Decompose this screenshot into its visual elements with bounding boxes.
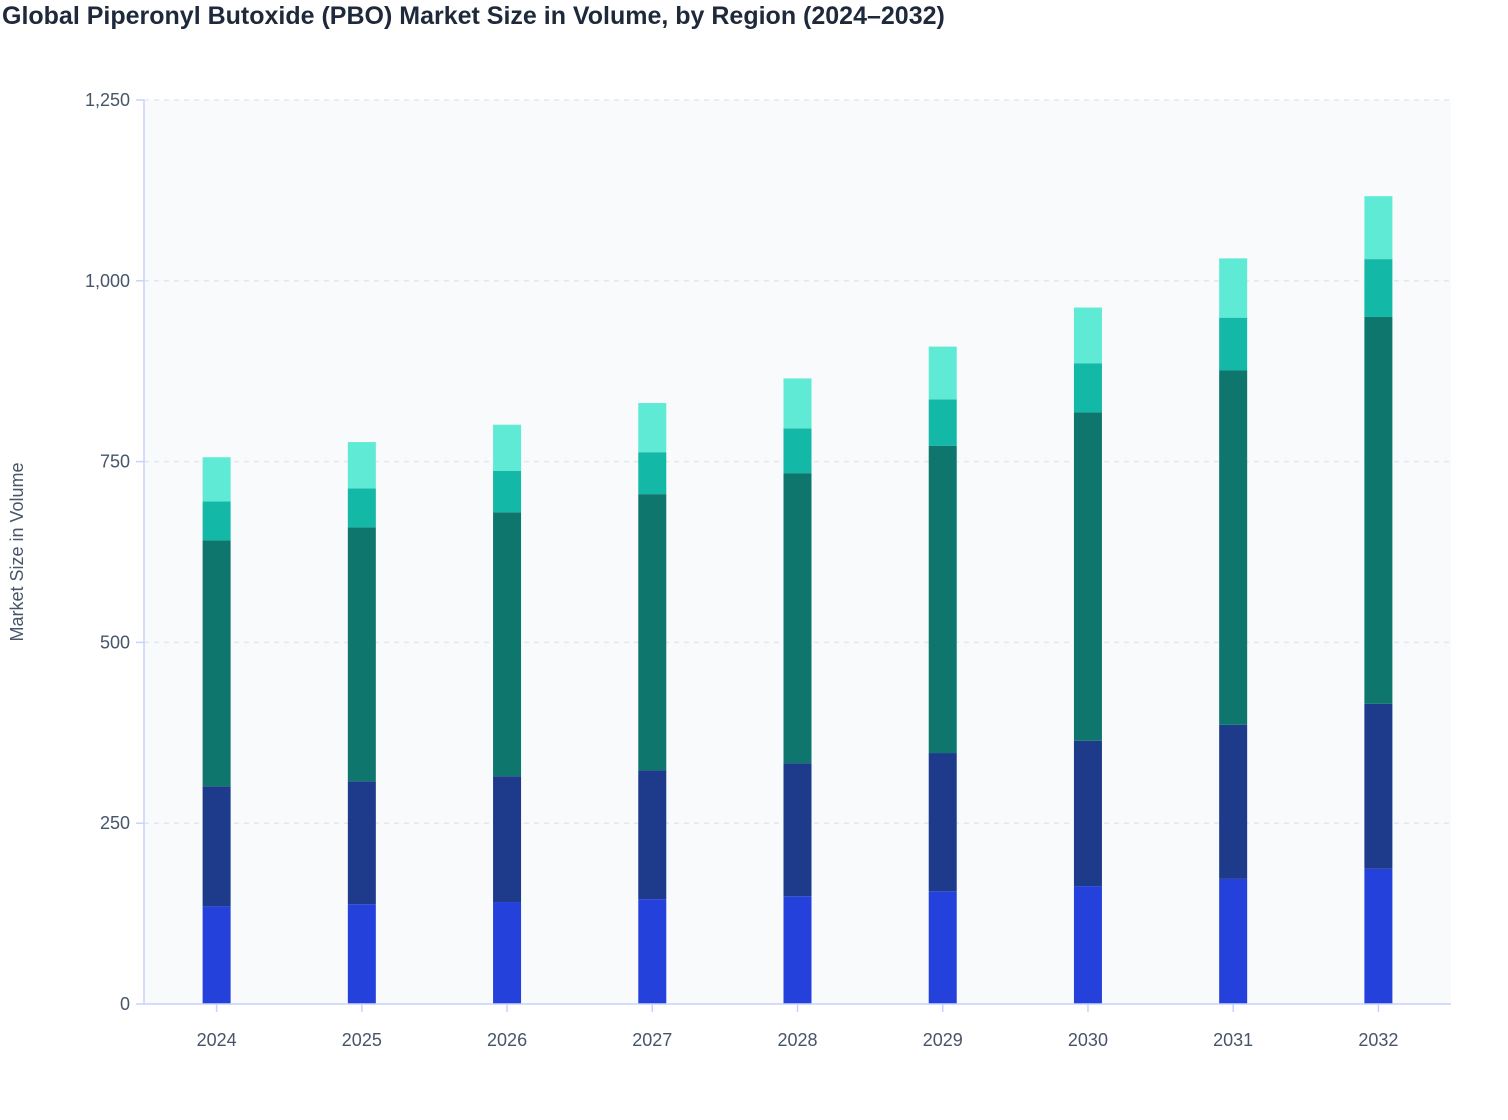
y-tick-label: 750 — [100, 452, 130, 472]
y-tick-label: 0 — [120, 994, 130, 1014]
bar-segment-2025-series-5 — [347, 442, 376, 489]
y-tick-label: 1,250 — [85, 90, 130, 110]
bar-segment-2025-series-3 — [347, 527, 376, 782]
x-tick-label: 2031 — [1213, 1030, 1253, 1050]
x-tick-label: 2028 — [777, 1030, 817, 1050]
bar-segment-2027-series-4 — [638, 452, 667, 495]
bar-segment-2030-series-2 — [1073, 740, 1102, 887]
bar-segment-2026-series-4 — [493, 471, 522, 513]
bar-segment-2029-series-1 — [928, 891, 957, 1004]
x-tick-label: 2029 — [923, 1030, 963, 1050]
y-axis-label: Market Size in Volume — [7, 462, 27, 641]
chart-title: Global Piperonyl Butoxide (PBO) Market S… — [2, 2, 945, 30]
bar-segment-2024-series-5 — [202, 457, 231, 502]
bar-segment-2030-series-5 — [1073, 307, 1102, 364]
bar-segment-2032-series-1 — [1364, 868, 1393, 1004]
bar-segment-2030-series-4 — [1073, 363, 1102, 413]
bar-segment-2031-series-5 — [1219, 258, 1248, 318]
bar-segment-2026-series-2 — [493, 776, 522, 903]
bar-segment-2027-series-3 — [638, 494, 667, 771]
x-tick-label: 2026 — [487, 1030, 527, 1050]
x-tick-label: 2024 — [197, 1030, 237, 1050]
bar-segment-2024-series-2 — [202, 786, 231, 907]
bar-segment-2025-series-4 — [347, 488, 376, 528]
bar-segment-2029-series-5 — [928, 346, 957, 400]
bar-segment-2026-series-5 — [493, 424, 522, 472]
y-tick-label: 500 — [100, 632, 130, 652]
bar-segment-2024-series-4 — [202, 501, 231, 541]
bar-segment-2029-series-4 — [928, 399, 957, 446]
bar-segment-2031-series-1 — [1219, 878, 1248, 1004]
y-tick-label: 250 — [100, 813, 130, 833]
bar-segment-2030-series-1 — [1073, 886, 1102, 1004]
bar-segment-2028-series-3 — [783, 473, 812, 764]
bar-segment-2027-series-2 — [638, 770, 667, 900]
x-tick-label: 2025 — [342, 1030, 382, 1050]
x-tick-label: 2032 — [1358, 1030, 1398, 1050]
bar-segment-2032-series-5 — [1364, 196, 1393, 260]
y-tick-label: 1,000 — [85, 271, 130, 291]
bar-segment-2027-series-1 — [638, 899, 667, 1004]
y-ticks: 0 250 500 750 1,000 1,250 — [85, 90, 144, 1014]
bar-segment-2031-series-3 — [1219, 370, 1248, 725]
bar-segment-2027-series-5 — [638, 403, 667, 453]
bar-segment-2032-series-4 — [1364, 259, 1393, 317]
x-tick-label: 2027 — [632, 1030, 672, 1050]
bar-segment-2024-series-1 — [202, 906, 231, 1004]
bar-segment-2025-series-1 — [347, 904, 376, 1004]
bar-segment-2026-series-3 — [493, 512, 522, 777]
x-tick-label: 2030 — [1068, 1030, 1108, 1050]
bar-segment-2032-series-3 — [1364, 316, 1393, 704]
bar-segment-2028-series-5 — [783, 378, 812, 429]
bar-segment-2030-series-3 — [1073, 412, 1102, 741]
bar-segment-2028-series-1 — [783, 896, 812, 1004]
bar-segment-2032-series-2 — [1364, 703, 1393, 869]
bar-segment-2031-series-4 — [1219, 317, 1248, 371]
bar-segment-2029-series-2 — [928, 753, 957, 892]
bar-segment-2029-series-3 — [928, 445, 957, 754]
bar-segment-2028-series-2 — [783, 763, 812, 897]
bar-segment-2026-series-1 — [493, 902, 522, 1004]
bar-segment-2024-series-3 — [202, 540, 231, 787]
bar-segment-2031-series-2 — [1219, 724, 1248, 879]
bar-segment-2028-series-4 — [783, 428, 812, 474]
bar-segment-2025-series-2 — [347, 781, 376, 905]
bars — [202, 196, 1393, 1004]
x-ticks: 2024 2025 2026 2027 2028 2029 2030 2031 2032 — [197, 1004, 1398, 1050]
